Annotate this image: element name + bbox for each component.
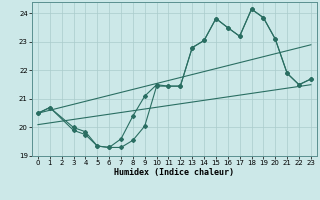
X-axis label: Humidex (Indice chaleur): Humidex (Indice chaleur) [115, 168, 234, 177]
